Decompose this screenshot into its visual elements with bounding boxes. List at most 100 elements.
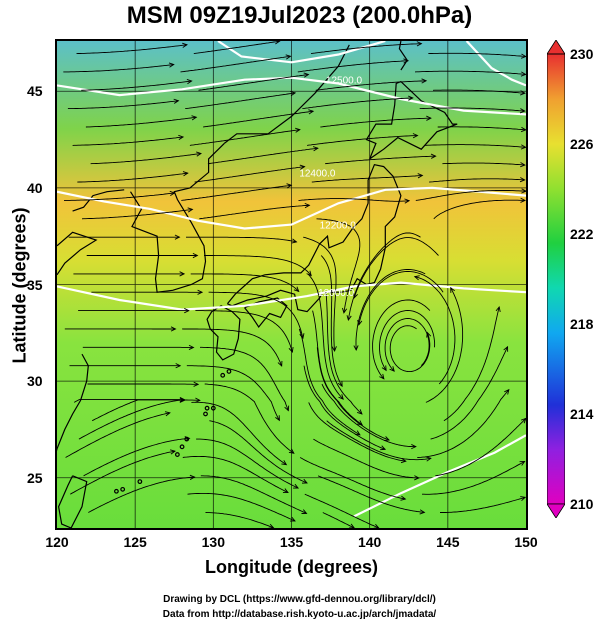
streamline (322, 512, 355, 528)
streamline (81, 80, 192, 91)
streamline (303, 365, 386, 450)
streamline-arrowhead (349, 523, 355, 528)
geopotential-contour (57, 186, 526, 230)
streamlines (63, 41, 526, 528)
streamline-arrowhead (342, 307, 348, 314)
streamline (424, 144, 526, 148)
streamline-arrowhead (182, 171, 189, 177)
x-tick-label: 120 (45, 534, 69, 550)
island-outline (179, 444, 185, 450)
coastlines (57, 41, 458, 528)
streamline-arrowhead (281, 460, 288, 466)
y-tick-label: 45 (27, 83, 43, 100)
streamline-arrowhead (306, 270, 312, 277)
streamline (355, 269, 426, 351)
streamline-arrowhead (383, 436, 390, 441)
streamline (313, 438, 419, 479)
streamline-arrowhead (520, 144, 526, 150)
streamline (433, 199, 526, 220)
streamline-arrowhead (170, 326, 177, 332)
streamline-arrowhead (179, 271, 186, 277)
island-outline (203, 411, 208, 417)
footer-credit-line2: Data from http://database.rish.kyoto-u.a… (162, 609, 437, 620)
streamline (298, 198, 410, 202)
streamline-arrowhead (403, 58, 410, 64)
streamline (443, 306, 500, 422)
streamline-arrowhead (286, 183, 293, 189)
streamline-arrowhead (430, 153, 437, 159)
streamline-arrowhead (346, 315, 352, 322)
island-outline (210, 405, 216, 411)
streamline (415, 190, 526, 201)
streamline (76, 44, 188, 55)
coastline-korea (129, 142, 225, 293)
streamline (316, 218, 361, 313)
streamline (325, 292, 363, 415)
streamline (442, 162, 525, 166)
streamline-arrowhead (308, 109, 315, 115)
streamline-arrowhead (450, 286, 455, 293)
streamline-arrowhead (520, 71, 526, 77)
coastline-taiwan (57, 475, 88, 528)
streamline-arrowhead (268, 523, 275, 528)
streamline-arrowhead (519, 460, 526, 466)
streamline-arrowhead (290, 91, 297, 97)
streamline (199, 204, 310, 220)
streamline (81, 208, 193, 220)
geopotential-contour (353, 434, 526, 518)
streamline (430, 346, 509, 440)
streamline (67, 100, 179, 110)
streamline (193, 41, 280, 55)
coastline-sakhalin (398, 41, 408, 71)
streamline (64, 192, 175, 201)
streamline (317, 475, 425, 513)
coastline-russia (223, 44, 350, 144)
contour-label: 12000.0 (318, 288, 355, 299)
streamline (311, 175, 423, 183)
streamline (185, 92, 296, 110)
geopotential-contour (57, 76, 526, 116)
streamline (299, 457, 406, 500)
streamline (440, 496, 526, 513)
streamline (182, 455, 289, 493)
coastline-hokkaido (365, 80, 458, 160)
island-outline (220, 372, 226, 378)
streamline-arrowhead (288, 448, 295, 454)
chart-title: MSM 09Z19Jul2023 (200.0hPa) (126, 2, 473, 29)
streamline (297, 60, 408, 73)
island-outline (114, 488, 119, 494)
colorbar-gradient (547, 53, 565, 505)
streamline (194, 166, 305, 183)
y-tick-label: 30 (27, 373, 43, 390)
streamline (180, 55, 291, 73)
streamline (200, 346, 289, 411)
streamline-arrowhead (299, 333, 305, 340)
streamline-arrowhead (426, 115, 432, 121)
streamline (78, 399, 185, 440)
streamline (88, 476, 195, 513)
map-plot-area: 12500.0 12400.0 12200.0 12000.0 (55, 39, 528, 530)
streamline-arrowhead (331, 346, 337, 352)
streamline-arrowhead (381, 365, 387, 372)
streamline (205, 512, 274, 528)
streamline-arrowhead (520, 162, 526, 168)
streamline (85, 116, 197, 128)
streamline-arrowhead (400, 495, 407, 501)
streamline (307, 273, 344, 400)
colorbar-tick-label: 226 (570, 136, 594, 152)
streamline-arrowhead (184, 308, 190, 314)
streamline (308, 402, 406, 462)
streamline-arrowhead (164, 411, 171, 417)
streamline-arrowhead (426, 331, 432, 338)
streamline-arrowhead (291, 238, 298, 244)
streamline (73, 399, 185, 403)
y-tick-label: 40 (27, 179, 43, 196)
streamline-arrowhead (293, 286, 300, 293)
streamline-arrowhead (173, 98, 180, 104)
streamline-arrowhead (299, 164, 306, 170)
map-svg: 12500.0 12400.0 12200.0 12000.0 (57, 41, 526, 528)
streamline-arrowhead (186, 78, 193, 85)
island-outline (137, 479, 143, 485)
streamline (320, 255, 343, 387)
streamline-arrowhead (519, 177, 526, 183)
